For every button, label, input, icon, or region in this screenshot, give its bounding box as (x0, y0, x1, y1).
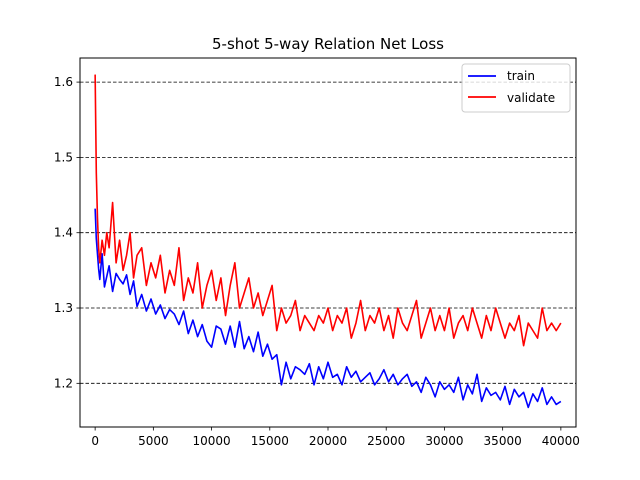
x-tick-label: 0 (91, 434, 99, 448)
legend-label-validate: validate (507, 91, 555, 105)
x-tick-label: 30000 (425, 434, 463, 448)
legend: train validate (461, 63, 571, 113)
legend-label-train: train (507, 69, 535, 83)
x-tick-label: 5000 (138, 434, 169, 448)
series-lines (94, 74, 562, 409)
x-tick-label: 25000 (367, 434, 405, 448)
series-line-validate (94, 74, 562, 347)
y-tick-label: 1.4 (54, 226, 73, 240)
x-tick-label: 15000 (251, 434, 289, 448)
x-tick-label: 20000 (309, 434, 347, 448)
x-tick-label: 35000 (484, 434, 522, 448)
y-axis: 1.2 1.3 1.4 1.5 1.6 (54, 75, 80, 390)
series-line-train (94, 208, 562, 409)
y-tick-label: 1.5 (54, 150, 73, 164)
chart-title: 5-shot 5-way Relation Net Loss (212, 35, 444, 53)
x-tick-label: 40000 (542, 434, 580, 448)
y-tick-label: 1.6 (54, 75, 73, 89)
x-axis: 0 5000 10000 15000 20000 25000 30000 35000 40000 (91, 427, 580, 448)
y-tick-label: 1.3 (54, 301, 73, 315)
x-tick-label: 10000 (192, 434, 230, 448)
y-tick-label: 1.2 (54, 376, 73, 390)
